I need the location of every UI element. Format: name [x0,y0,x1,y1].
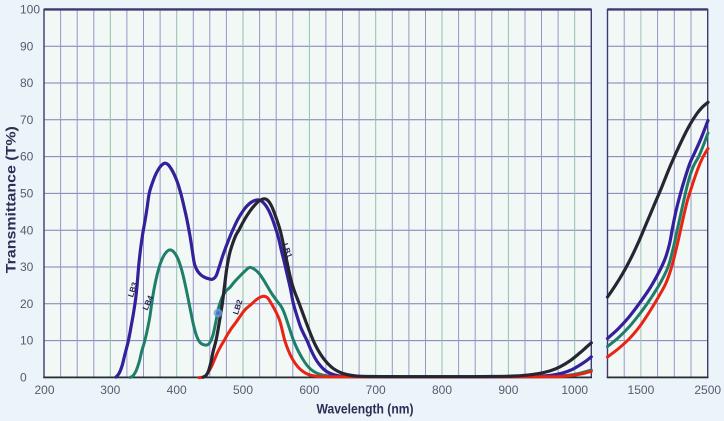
svg-text:90: 90 [20,39,34,53]
svg-text:700: 700 [366,383,386,397]
svg-text:Transmittance (T%): Transmittance (T%) [3,126,19,273]
svg-text:600: 600 [299,383,319,397]
svg-text:500: 500 [233,383,253,397]
svg-text:60: 60 [20,150,34,164]
svg-text:2500: 2500 [694,383,721,397]
svg-text:50: 50 [20,187,34,201]
svg-text:0: 0 [20,371,27,385]
svg-text:70: 70 [20,113,34,127]
svg-text:1500: 1500 [628,383,655,397]
svg-text:30: 30 [20,260,34,274]
svg-text:Wavelength (nm): Wavelength (nm) [317,401,414,417]
svg-text:200: 200 [34,383,54,397]
svg-text:20: 20 [20,297,34,311]
svg-text:900: 900 [498,383,518,397]
svg-text:100: 100 [20,3,40,17]
svg-text:300: 300 [100,383,120,397]
svg-text:800: 800 [432,383,452,397]
svg-text:400: 400 [167,383,187,397]
svg-text:10: 10 [20,334,34,348]
svg-text:1000: 1000 [561,383,588,397]
svg-text:80: 80 [20,76,34,90]
svg-text:40: 40 [20,223,34,237]
